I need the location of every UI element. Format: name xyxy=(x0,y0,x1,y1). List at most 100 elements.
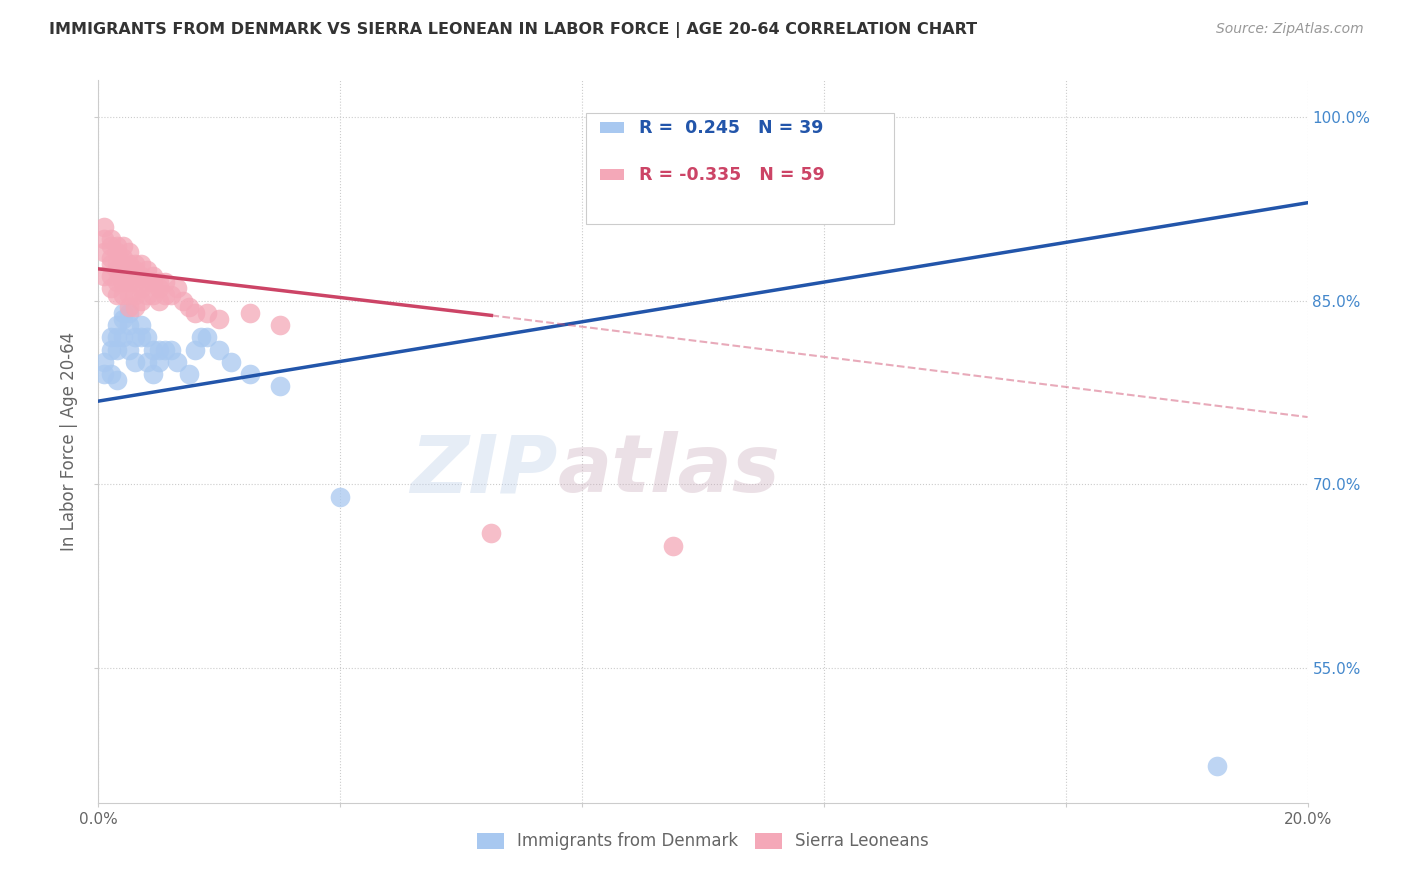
Point xyxy=(118,269,141,284)
Point xyxy=(1206,759,1229,773)
Point xyxy=(129,281,152,295)
Point xyxy=(135,276,157,290)
Point xyxy=(118,257,141,271)
Point xyxy=(105,287,128,301)
Point xyxy=(481,526,503,541)
Point xyxy=(135,263,157,277)
Point xyxy=(93,367,115,381)
Point xyxy=(172,293,194,308)
Point xyxy=(111,257,134,271)
Point xyxy=(661,539,683,553)
Point xyxy=(105,263,128,277)
Point xyxy=(100,232,122,246)
Point xyxy=(124,355,146,369)
Point xyxy=(118,343,141,357)
Point xyxy=(100,367,122,381)
Point xyxy=(93,244,115,259)
FancyBboxPatch shape xyxy=(600,169,624,180)
Point xyxy=(153,276,176,290)
Point xyxy=(148,276,170,290)
Point xyxy=(148,293,170,308)
Point xyxy=(160,287,183,301)
Point xyxy=(135,355,157,369)
Point xyxy=(118,287,141,301)
Point xyxy=(179,300,201,314)
Point xyxy=(129,318,152,333)
FancyBboxPatch shape xyxy=(586,112,894,224)
Text: R = -0.335   N = 59: R = -0.335 N = 59 xyxy=(638,166,825,184)
Point xyxy=(135,287,157,301)
Point xyxy=(129,293,152,308)
Point xyxy=(124,257,146,271)
Point xyxy=(118,244,141,259)
Point xyxy=(105,330,128,344)
Point xyxy=(142,343,165,357)
Point xyxy=(184,343,207,357)
Point xyxy=(111,306,134,320)
Point xyxy=(239,306,262,320)
Y-axis label: In Labor Force | Age 20-64: In Labor Force | Age 20-64 xyxy=(60,332,79,551)
Point xyxy=(111,312,134,326)
Point xyxy=(752,135,775,149)
Point xyxy=(124,287,146,301)
Text: IMMIGRANTS FROM DENMARK VS SIERRA LEONEAN IN LABOR FORCE | AGE 20-64 CORRELATION: IMMIGRANTS FROM DENMARK VS SIERRA LEONEA… xyxy=(49,22,977,38)
Point xyxy=(105,373,128,387)
Point xyxy=(148,355,170,369)
Point xyxy=(195,330,218,344)
Point xyxy=(129,330,152,344)
Point xyxy=(166,355,188,369)
Point xyxy=(208,312,231,326)
Text: Source: ZipAtlas.com: Source: ZipAtlas.com xyxy=(1216,22,1364,37)
Text: ZIP: ZIP xyxy=(411,432,558,509)
Point xyxy=(111,330,134,344)
Point xyxy=(118,300,141,314)
Point xyxy=(160,343,183,357)
Point xyxy=(239,367,262,381)
Point xyxy=(184,306,207,320)
Point xyxy=(166,281,188,295)
Point xyxy=(93,220,115,235)
Point xyxy=(129,257,152,271)
Point xyxy=(118,318,141,333)
Point xyxy=(111,276,134,290)
Point xyxy=(195,306,218,320)
Point xyxy=(269,379,291,393)
Point xyxy=(124,276,146,290)
Point xyxy=(221,355,243,369)
Point xyxy=(111,238,134,252)
Point xyxy=(148,281,170,295)
FancyBboxPatch shape xyxy=(600,122,624,133)
Point xyxy=(111,251,134,265)
Point xyxy=(105,244,128,259)
Point xyxy=(93,232,115,246)
Point xyxy=(142,287,165,301)
Point xyxy=(142,269,165,284)
Point xyxy=(118,276,141,290)
Point xyxy=(190,330,212,344)
Point xyxy=(129,269,152,284)
Point xyxy=(93,269,115,284)
Point xyxy=(111,287,134,301)
Point xyxy=(105,276,128,290)
Point xyxy=(153,343,176,357)
Point xyxy=(105,238,128,252)
Point xyxy=(329,490,352,504)
Point xyxy=(179,367,201,381)
Point xyxy=(124,300,146,314)
Point xyxy=(105,318,128,333)
Point xyxy=(100,238,122,252)
Point xyxy=(142,367,165,381)
Text: R =  0.245   N = 39: R = 0.245 N = 39 xyxy=(638,119,824,136)
Point xyxy=(100,343,122,357)
Point xyxy=(105,257,128,271)
Point xyxy=(153,287,176,301)
Point xyxy=(100,257,122,271)
Point xyxy=(148,343,170,357)
Point xyxy=(93,355,115,369)
Text: atlas: atlas xyxy=(558,432,780,509)
Point xyxy=(118,306,141,320)
Point xyxy=(111,269,134,284)
Point xyxy=(100,251,122,265)
Point xyxy=(142,276,165,290)
Legend: Immigrants from Denmark, Sierra Leoneans: Immigrants from Denmark, Sierra Leoneans xyxy=(471,826,935,857)
